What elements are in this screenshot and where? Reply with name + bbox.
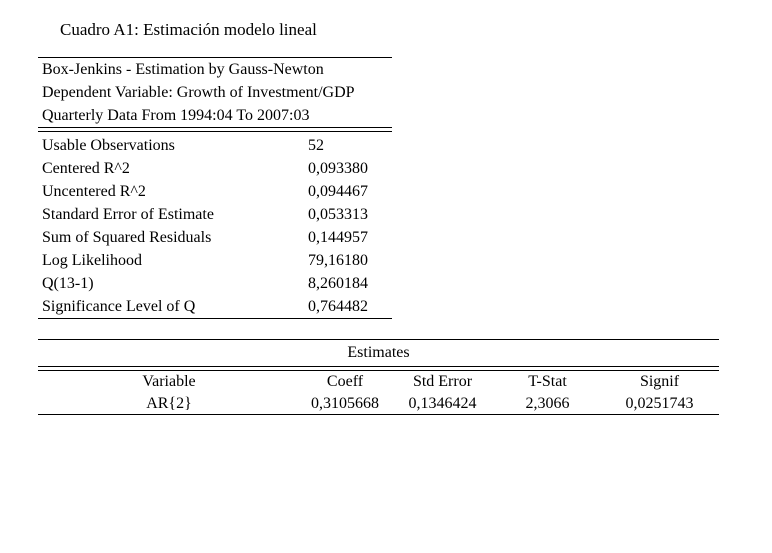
stat-label: Q(13-1) <box>42 274 94 292</box>
estimates-table: Estimates Variable Coeff Std Error T-Sta… <box>38 339 719 415</box>
stat-value: 79,16180 <box>308 251 368 269</box>
table-row: Log Likelihood 79,16180 <box>38 249 392 272</box>
cell-signif: 0,0251743 <box>625 394 694 412</box>
column-header-coeff: Coeff <box>326 372 364 390</box>
stat-label: Standard Error of Estimate <box>42 205 214 223</box>
column-header-std-error: Std Error <box>412 372 473 390</box>
column-header-signif: Signif <box>639 372 680 390</box>
stat-label: Centered R^2 <box>42 159 130 177</box>
stat-value: 0,053313 <box>308 205 368 223</box>
top-rule <box>38 339 719 340</box>
stat-label: Uncentered R^2 <box>42 182 146 200</box>
cell-variable: AR{2} <box>146 394 192 412</box>
bottom-rule <box>38 317 392 319</box>
stat-value: 0,144957 <box>308 228 368 246</box>
statistics-rows: Usable Observations 52 Centered R^2 0,09… <box>38 132 392 318</box>
top-rule <box>38 57 392 58</box>
regression-summary-table: Box-Jenkins - Estimation by Gauss-Newton… <box>38 57 392 319</box>
table-row: Sum of Squared Residuals 0,144957 <box>38 226 392 249</box>
table-row: Q(13-1) 8,260184 <box>38 272 392 295</box>
sample-period-line: Quarterly Data From 1994:04 To 2007:03 <box>42 107 310 124</box>
header-separator-rule <box>38 127 392 132</box>
cell-std-error: 0,1346424 <box>408 394 477 412</box>
dependent-variable-line: Dependent Variable: Growth of Investment… <box>42 84 355 101</box>
cell-coeff: 0,3105668 <box>311 394 379 412</box>
column-header-t-stat: T-Stat <box>528 372 567 390</box>
table-row: Centered R^2 0,093380 <box>38 157 392 180</box>
stat-label: Usable Observations <box>42 136 175 154</box>
regression-header: Box-Jenkins - Estimation by Gauss-Newton… <box>38 58 392 127</box>
stat-label: Log Likelihood <box>42 251 142 269</box>
stat-value: 0,764482 <box>308 297 368 315</box>
stat-value: 0,094467 <box>308 182 368 200</box>
estimates-title: Estimates <box>347 344 410 361</box>
stat-value: 8,260184 <box>308 274 368 292</box>
stat-label: Significance Level of Q <box>42 297 196 315</box>
table-row: AR{2} 0,3105668 0,1346424 2,3066 0,02517… <box>38 393 719 414</box>
table-row: Standard Error of Estimate 0,053313 <box>38 203 392 226</box>
stat-value: 0,093380 <box>308 159 368 177</box>
stat-label: Sum of Squared Residuals <box>42 228 212 246</box>
title-separator-rule <box>38 366 719 371</box>
column-header-row: Variable Coeff Std Error T-Stat Signif <box>38 371 719 393</box>
stat-value: 52 <box>308 136 324 154</box>
estimation-method-line: Box-Jenkins - Estimation by Gauss-Newton <box>42 61 324 78</box>
table-row: Significance Level of Q 0,764482 <box>38 295 392 318</box>
column-header-variable: Variable <box>142 372 196 390</box>
cell-t-stat: 2,3066 <box>525 394 570 412</box>
table-row: Uncentered R^2 0,094467 <box>38 180 392 203</box>
table-row: Usable Observations 52 <box>38 134 392 157</box>
table-caption: Cuadro A1: Estimación modelo lineal <box>60 20 317 39</box>
bottom-rule <box>38 413 719 415</box>
